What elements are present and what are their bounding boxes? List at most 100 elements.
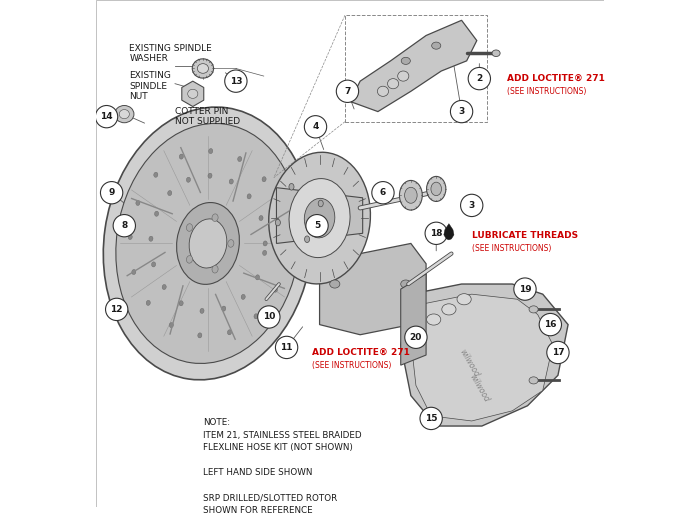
Ellipse shape: [132, 270, 136, 275]
Text: wilwood: wilwood: [458, 347, 481, 378]
Circle shape: [514, 278, 536, 300]
Ellipse shape: [529, 377, 538, 384]
Text: 12: 12: [111, 305, 123, 314]
Ellipse shape: [442, 304, 456, 315]
Ellipse shape: [457, 294, 471, 305]
Text: 15: 15: [425, 414, 438, 423]
Ellipse shape: [274, 287, 278, 292]
Ellipse shape: [212, 265, 218, 273]
Polygon shape: [276, 188, 363, 244]
Text: 17: 17: [552, 348, 564, 357]
Text: 2: 2: [476, 74, 482, 83]
Ellipse shape: [400, 280, 411, 288]
Circle shape: [275, 336, 298, 359]
Text: 4: 4: [312, 122, 318, 131]
Ellipse shape: [284, 241, 288, 246]
Ellipse shape: [209, 148, 213, 154]
Text: 18: 18: [430, 229, 442, 238]
Polygon shape: [400, 274, 426, 365]
Text: ADD LOCTITE® 271: ADD LOCTITE® 271: [508, 74, 605, 83]
Text: 9: 9: [108, 188, 115, 197]
Circle shape: [106, 298, 128, 321]
Text: 14: 14: [100, 112, 113, 121]
Ellipse shape: [128, 235, 132, 239]
Ellipse shape: [188, 89, 198, 98]
Circle shape: [420, 408, 442, 429]
Polygon shape: [350, 20, 477, 112]
Ellipse shape: [289, 184, 294, 190]
Ellipse shape: [186, 224, 193, 231]
Text: 6: 6: [380, 188, 386, 197]
Ellipse shape: [197, 64, 209, 73]
Circle shape: [258, 306, 280, 328]
Ellipse shape: [259, 215, 263, 221]
Circle shape: [304, 115, 327, 138]
Ellipse shape: [149, 236, 153, 241]
Ellipse shape: [176, 203, 239, 285]
Ellipse shape: [229, 179, 233, 184]
Ellipse shape: [318, 200, 323, 207]
Ellipse shape: [168, 190, 172, 196]
Ellipse shape: [262, 251, 267, 255]
Ellipse shape: [104, 107, 313, 380]
Circle shape: [372, 181, 394, 204]
Circle shape: [450, 101, 473, 123]
Text: 10: 10: [262, 312, 275, 321]
Ellipse shape: [426, 177, 446, 202]
Ellipse shape: [155, 211, 159, 217]
Ellipse shape: [304, 236, 309, 243]
Ellipse shape: [238, 156, 242, 162]
Text: EXISTING SPINDLE
WASHER: EXISTING SPINDLE WASHER: [130, 44, 212, 63]
Ellipse shape: [119, 110, 130, 119]
Circle shape: [113, 214, 136, 237]
Ellipse shape: [228, 330, 232, 335]
Text: NOTE:
ITEM 21, STAINLESS STEEL BRAIDED
FLEXLINE HOSE KIT (NOT SHOWN)

LEFT HAND : NOTE: ITEM 21, STAINLESS STEEL BRAIDED F…: [203, 419, 361, 515]
Circle shape: [539, 313, 561, 336]
Text: 8: 8: [121, 221, 127, 230]
Ellipse shape: [432, 42, 441, 49]
Circle shape: [461, 194, 483, 217]
Ellipse shape: [275, 219, 281, 226]
Ellipse shape: [388, 79, 399, 89]
Text: 3: 3: [468, 201, 475, 210]
Circle shape: [101, 181, 122, 204]
Ellipse shape: [222, 306, 226, 311]
Ellipse shape: [179, 301, 183, 306]
Ellipse shape: [228, 239, 234, 247]
Ellipse shape: [269, 152, 370, 284]
Ellipse shape: [330, 280, 340, 288]
Ellipse shape: [426, 314, 441, 325]
Ellipse shape: [492, 50, 500, 56]
Ellipse shape: [115, 105, 134, 123]
Circle shape: [468, 68, 491, 90]
Ellipse shape: [262, 177, 266, 182]
Polygon shape: [400, 284, 568, 426]
Circle shape: [95, 105, 118, 128]
Ellipse shape: [208, 173, 212, 178]
Ellipse shape: [256, 275, 260, 280]
Ellipse shape: [186, 255, 193, 263]
Circle shape: [405, 326, 427, 348]
Text: LUBRICATE THREADS: LUBRICATE THREADS: [472, 231, 578, 240]
Ellipse shape: [289, 179, 350, 257]
Ellipse shape: [116, 123, 300, 363]
Ellipse shape: [398, 71, 409, 81]
Text: 5: 5: [314, 221, 320, 230]
Text: 13: 13: [230, 77, 242, 86]
Ellipse shape: [529, 306, 538, 313]
Ellipse shape: [405, 187, 417, 203]
Circle shape: [547, 342, 569, 364]
Ellipse shape: [278, 206, 282, 211]
Text: 7: 7: [344, 87, 351, 96]
Ellipse shape: [169, 322, 174, 328]
Ellipse shape: [162, 285, 166, 289]
Ellipse shape: [136, 201, 140, 205]
Ellipse shape: [179, 154, 183, 159]
Text: ADD LOCTITE® 271: ADD LOCTITE® 271: [312, 348, 409, 357]
Ellipse shape: [247, 194, 251, 199]
Text: (SEE INSTRUCTIONS): (SEE INSTRUCTIONS): [472, 244, 551, 253]
Circle shape: [306, 214, 328, 237]
Ellipse shape: [304, 198, 335, 238]
Ellipse shape: [186, 177, 190, 182]
FancyBboxPatch shape: [97, 0, 603, 507]
